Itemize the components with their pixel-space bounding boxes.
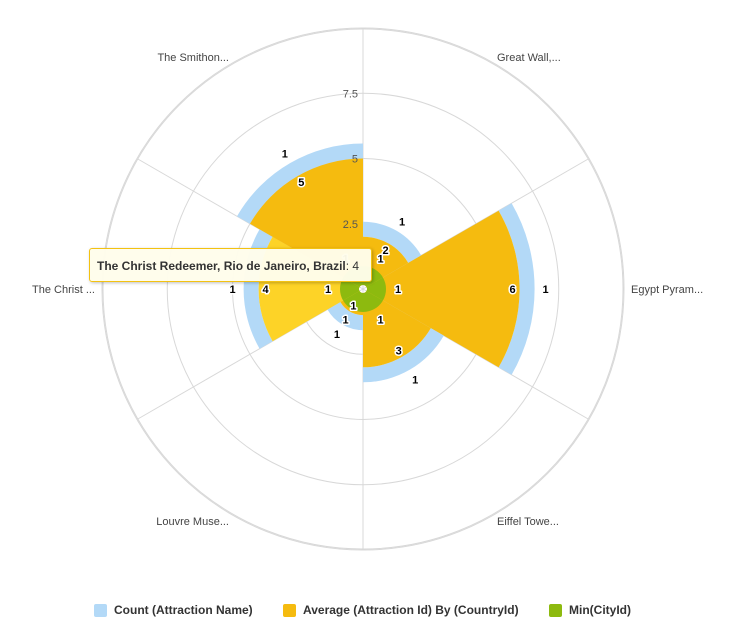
category-label: Great Wall,... xyxy=(497,52,561,64)
data-label-count: 1 xyxy=(282,148,288,160)
legend-swatch-average xyxy=(283,603,296,617)
data-label-count: 1 xyxy=(412,374,418,386)
legend-label-count: Count (Attraction Name) xyxy=(114,603,253,617)
category-label: Egypt Pyram... xyxy=(631,284,703,296)
bar-min xyxy=(340,277,360,301)
data-label-count: 1 xyxy=(399,216,405,228)
legend-label-min: Min(CityId) xyxy=(569,603,631,617)
data-label-min: 1 xyxy=(325,284,331,296)
data-label-average: 4 xyxy=(263,284,270,296)
data-label-min: 1 xyxy=(377,254,383,266)
tick-label: 7.5 xyxy=(343,88,358,100)
data-label-average: 2 xyxy=(383,245,389,257)
legend-swatch-min xyxy=(549,603,562,617)
grid-circle xyxy=(101,27,625,551)
data-labels: 121161131111141151 xyxy=(228,147,550,388)
tooltip-separator: : xyxy=(345,259,353,273)
data-label-average: 1 xyxy=(350,301,356,313)
data-label-min: 1 xyxy=(377,314,383,326)
category-label: The Christ ... xyxy=(32,284,95,296)
data-label-average: 6 xyxy=(510,284,516,296)
data-label-min: 1 xyxy=(342,314,348,326)
legend: Count (Attraction Name) Average (Attract… xyxy=(0,600,740,620)
category-labels: Great Wall,... Egypt Pyram... Eiffel Towe.… xyxy=(32,52,703,528)
bar-average xyxy=(366,210,520,368)
data-label-average: 5 xyxy=(298,177,304,189)
tooltip-value: 4 xyxy=(352,259,360,273)
bar-count xyxy=(363,328,444,383)
tooltip-name: The Christ Redeemer, Rio de Janeiro, Bra… xyxy=(97,259,346,273)
data-label-average: 3 xyxy=(396,346,402,358)
bar-count xyxy=(327,302,363,331)
category-label: Eiffel Towe... xyxy=(497,516,559,528)
bar-min xyxy=(343,291,363,312)
bar-count xyxy=(363,221,422,263)
data-label-count: 1 xyxy=(230,284,236,296)
data-label-count: 1 xyxy=(543,284,549,296)
bar-min xyxy=(363,291,383,312)
category-label: The Smithon... xyxy=(157,52,229,64)
radial-tick-labels: 2.5 5 7.5 xyxy=(343,88,358,231)
tooltip: The Christ Redeemer, Rio de Janeiro, Bra… xyxy=(89,248,372,282)
legend-item-average[interactable]: Average (Attraction Id) By (CountryId) xyxy=(283,600,519,620)
bar-average xyxy=(363,291,431,368)
legend-swatch-count xyxy=(94,603,107,617)
bar-min xyxy=(366,277,386,301)
tick-label: 5 xyxy=(352,154,358,166)
bar-count xyxy=(236,143,363,224)
data-label-min: 1 xyxy=(395,284,401,296)
legend-item-min[interactable]: Min(CityId) xyxy=(549,600,631,620)
legend-item-count[interactable]: Count (Attraction Name) xyxy=(94,600,253,620)
category-label: Louvre Muse... xyxy=(156,516,229,528)
legend-label-average: Average (Attraction Id) By (CountryId) xyxy=(303,603,519,617)
tick-label: 2.5 xyxy=(343,219,358,231)
data-label-count: 1 xyxy=(334,329,340,341)
bar-count xyxy=(498,203,535,375)
